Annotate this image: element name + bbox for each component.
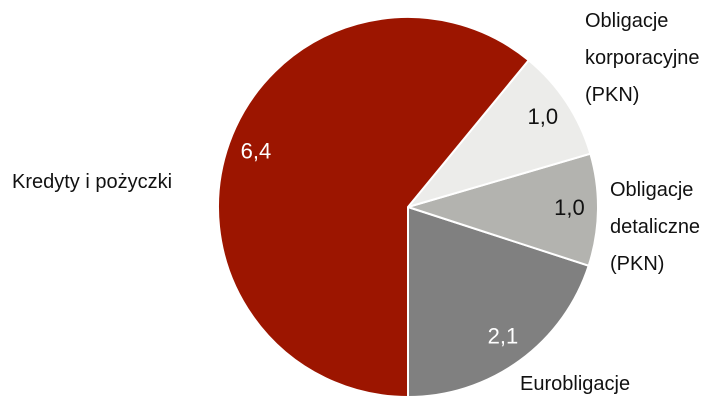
category-label: Kredyty i pożyczki — [12, 171, 173, 193]
value-label: 6,4 — [241, 138, 272, 163]
category-label: Obligacje detaliczne (PKN) — [610, 179, 701, 275]
pie-slice — [404, 152, 599, 267]
value-label: 1,0 — [527, 104, 558, 129]
category-label: Eurobligacje — [520, 373, 631, 395]
pie-slice — [405, 58, 592, 209]
value-label: 2,1 — [488, 323, 519, 348]
category-label: Obligacje korporacyjne (PKN) — [585, 10, 700, 106]
pie-slice — [407, 205, 590, 399]
value-label: 1,0 — [554, 195, 585, 220]
pie-slice — [217, 16, 531, 399]
